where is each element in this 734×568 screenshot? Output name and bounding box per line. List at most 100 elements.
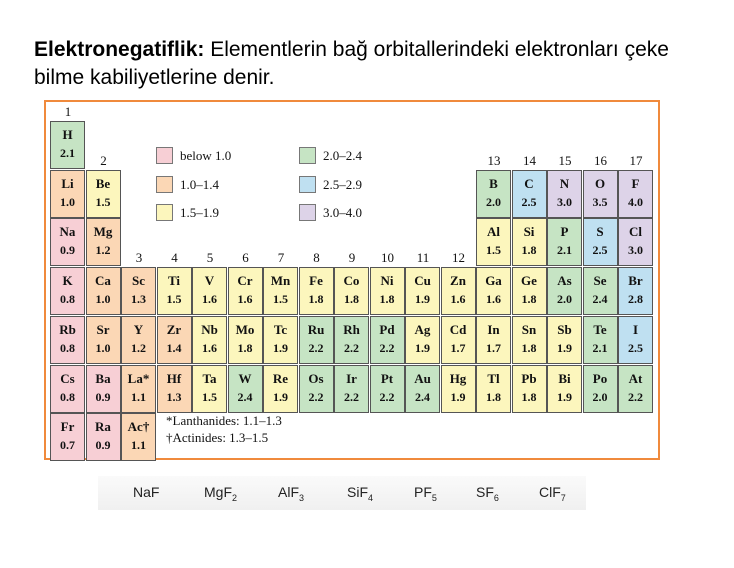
- electronegativity-value: 1.9: [273, 340, 288, 355]
- electronegativity-value: 1.9: [450, 389, 466, 404]
- element-cell-cs: Cs 0.8: [50, 364, 85, 413]
- element-symbol: Ir: [346, 370, 357, 386]
- electronegativity-value: 2.5: [628, 340, 643, 355]
- element-cell-v: V 1.6: [192, 267, 227, 316]
- electronegativity-value: 1.5: [202, 389, 217, 404]
- electronegativity-value: 1.4: [166, 340, 182, 355]
- element-symbol: Sr: [96, 321, 110, 337]
- element-symbol: Ga: [485, 273, 502, 289]
- element-symbol: Ba: [95, 370, 111, 386]
- formula-strip: [98, 476, 586, 510]
- electronegativity-value: 2.2: [628, 389, 643, 404]
- element-symbol: Mg: [93, 224, 113, 240]
- element-symbol: Se: [593, 273, 607, 289]
- element-symbol: Ti: [167, 273, 181, 289]
- formula-base: ClF: [539, 484, 561, 500]
- element-symbol: Br: [628, 273, 643, 289]
- heading-definition: Elementlerin bağ orbitallerindeki elektr…: [34, 38, 669, 89]
- element-cell-fr: Fr 0.7: [50, 413, 85, 462]
- group-number-9: 9: [348, 250, 356, 265]
- group-number-1: 1: [64, 104, 72, 119]
- element-symbol: Pb: [521, 370, 537, 386]
- electronegativity-value: 1.9: [415, 340, 430, 355]
- electronegativity-value: 1.8: [521, 243, 537, 258]
- electronegativity-value: 1.3: [166, 389, 182, 404]
- group-number-8: 8: [313, 250, 320, 265]
- electronegativity-value: 1.9: [415, 292, 430, 307]
- element-cell-rh: Rh 2.2: [334, 315, 369, 364]
- electronegativity-value: 1.6: [450, 292, 466, 307]
- element-symbol: Al: [487, 224, 500, 240]
- group-number-12: 12: [452, 250, 465, 265]
- element-symbol: Tl: [487, 370, 500, 386]
- group-number-14: 14: [523, 153, 536, 168]
- element-cell-cd: Cd 1.7: [440, 315, 476, 364]
- element-cell-sr: Sr 1.0: [85, 315, 121, 364]
- electronegativity-value: 2.2: [344, 389, 359, 404]
- formula-pf5: PF5: [414, 484, 437, 503]
- element-symbol: Cd: [449, 321, 467, 337]
- element-cell-ru: Ru 2.2: [298, 315, 334, 364]
- element-cell-cr: Cr 1.6: [227, 267, 263, 316]
- formula-subscript: 5: [431, 492, 437, 503]
- element-cell-hg: Hg 1.9: [440, 364, 476, 413]
- electronegativity-value: 1.2: [95, 243, 111, 258]
- electronegativity-value: 2.2: [379, 340, 395, 355]
- electronegativity-value: 1.1: [131, 389, 146, 404]
- element-symbol: Sn: [521, 321, 537, 337]
- element-cell-ca: Ca 1.0: [85, 267, 121, 316]
- electronegativity-value: 1.3: [131, 292, 146, 307]
- element-symbol: Ca: [95, 273, 111, 289]
- legend-swatch: [156, 147, 173, 164]
- element-cell-w: W 2.4: [227, 364, 263, 413]
- formula-alf3: AlF3: [278, 484, 304, 503]
- element-symbol: Pt: [380, 370, 394, 386]
- element-symbol: V: [204, 273, 215, 289]
- element-symbol: Cl: [629, 224, 642, 240]
- electronegativity-value: 0.7: [60, 438, 75, 453]
- element-cell-pt: Pt 2.2: [369, 364, 405, 413]
- element-cell-nb: Nb 1.6: [192, 315, 227, 364]
- electronegativity-value: 3.5: [592, 194, 608, 209]
- element-symbol: Ge: [521, 273, 537, 289]
- electronegativity-value: 0.9: [95, 389, 111, 404]
- element-cell-n: N 3.0: [547, 169, 582, 218]
- electronegativity-value: 1.8: [237, 340, 253, 355]
- formula-subscript: 4: [368, 492, 374, 503]
- electronegativity-value: 1.9: [557, 340, 572, 355]
- element-cell-h: H 2.1: [50, 121, 85, 169]
- element-cell-hf: Hf 1.3: [156, 364, 192, 413]
- electronegativity-value: 1.0: [95, 340, 111, 355]
- element-symbol: Sb: [557, 321, 572, 337]
- electronegativity-value: 1.8: [521, 389, 537, 404]
- element-cell-sb: Sb 1.9: [547, 315, 582, 364]
- element-cell-mn: Mn 1.5: [263, 267, 298, 316]
- element-cell-b: B 2.0: [476, 169, 511, 218]
- element-cell-al: Al 1.5: [476, 218, 511, 267]
- electronegativity-value: 1.8: [521, 340, 537, 355]
- electronegativity-value: 1.0: [60, 194, 75, 209]
- element-cell-ag: Ag 1.9: [405, 315, 440, 364]
- element-symbol: Cs: [60, 370, 75, 386]
- element-symbol: Co: [343, 273, 360, 289]
- element-cell-fe: Fe 1.8: [298, 267, 334, 316]
- electronegativity-value: 3.0: [557, 194, 572, 209]
- electronegativity-value: 2.2: [308, 340, 324, 355]
- element-symbol: Cu: [414, 273, 431, 289]
- element-symbol: Zr: [166, 321, 182, 337]
- element-symbol: Li: [61, 175, 74, 191]
- element-cell-po: Po 2.0: [582, 364, 618, 413]
- electronegativity-value: 1.8: [308, 292, 324, 307]
- legend-swatch: [156, 204, 173, 221]
- legend-label: 1.0–1.4: [180, 177, 219, 192]
- element-cell-rb: Rb 0.8: [50, 315, 85, 364]
- electronegativity-value: 2.4: [415, 389, 430, 404]
- electronegativity-value: 3.0: [628, 243, 643, 258]
- element-cell-f: F 4.0: [618, 169, 653, 218]
- element-cell-pb: Pb 1.8: [511, 364, 547, 413]
- element-cell-si: Si 1.8: [511, 218, 547, 267]
- electronegativity-value: 2.0: [486, 194, 501, 209]
- group-number-7: 7: [277, 250, 285, 265]
- element-symbol: Pd: [379, 321, 395, 337]
- electronegativity-value: 1.5: [486, 243, 501, 258]
